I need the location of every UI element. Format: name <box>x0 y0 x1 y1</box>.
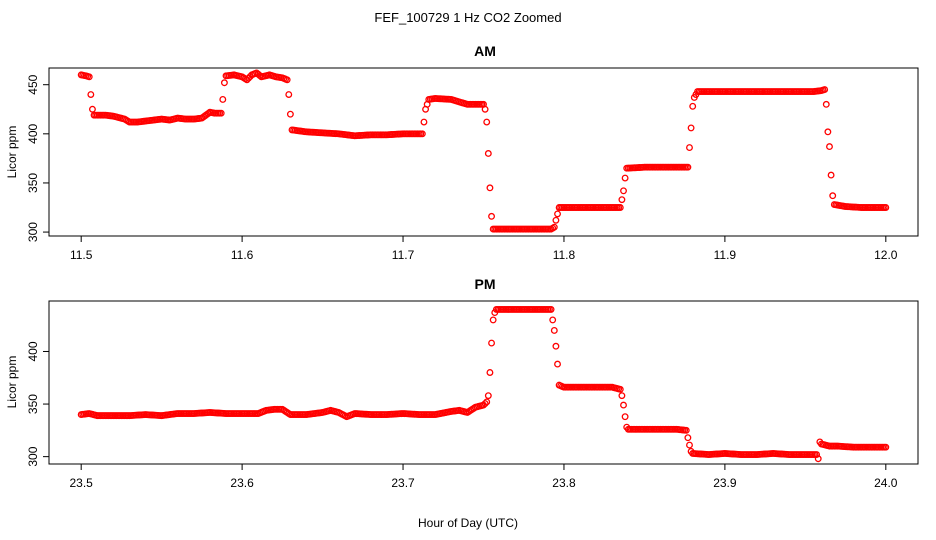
am-data-point <box>256 72 264 79</box>
am-data-point <box>620 187 627 195</box>
am-data-point <box>827 171 835 179</box>
am-data-point <box>822 100 830 108</box>
am-data-point <box>821 86 829 94</box>
pm-y-tick-label: 350 <box>26 394 40 414</box>
am-data-point <box>621 174 629 182</box>
am-axis-ticks: 11.5 11.6 11.7 11.8 11.9 12.0 300 350 400 450 <box>26 74 898 262</box>
am-data-point <box>286 110 294 118</box>
am-y-tick-label: 350 <box>26 173 40 193</box>
am-data-point <box>220 79 228 87</box>
pm-data-point <box>552 342 560 350</box>
am-y-tick-label: 300 <box>26 222 40 242</box>
am-data-point <box>488 212 495 220</box>
am-y-tick-label: 400 <box>26 123 40 143</box>
am-data-point <box>219 95 227 103</box>
am-data-point <box>684 163 692 171</box>
am-plot-frame <box>48 67 919 237</box>
am-x-tick-label: 11.7 <box>392 248 415 262</box>
pm-data-point <box>621 413 629 421</box>
am-data-point <box>88 105 96 113</box>
pm-x-tick-label: 23.9 <box>713 476 737 490</box>
pm-panel-title: PM <box>475 276 496 292</box>
am-x-tick-label: 11.6 <box>231 248 254 262</box>
pm-y-tick-label: 400 <box>26 341 40 361</box>
am-x-tick-label: 12.0 <box>874 248 898 262</box>
pm-data-point <box>550 327 558 334</box>
am-data-point <box>486 184 494 192</box>
pm-ylabel: Licor ppm <box>5 356 19 409</box>
pm-axis-ticks: 23.5 23.6 23.7 23.8 23.9 24.0 300 350 400 <box>26 341 898 490</box>
am-data-point <box>550 223 558 231</box>
am-data-point <box>418 130 426 138</box>
pm-data-point <box>882 443 890 451</box>
pm-data-point <box>618 392 626 400</box>
pm-data-point <box>483 398 491 406</box>
am-data-point <box>285 91 293 98</box>
am-x-tick-label: 11.8 <box>553 248 576 262</box>
pm-y-tick-label: 300 <box>26 446 40 466</box>
pm-data-point <box>686 441 693 449</box>
am-data-point <box>687 124 695 132</box>
am-data-point <box>483 118 491 126</box>
am-data-point <box>217 109 225 117</box>
pm-x-tick-label: 23.8 <box>552 476 576 490</box>
am-panel-title: AM <box>474 43 496 59</box>
am-data-point <box>686 144 693 152</box>
am-data-point <box>85 73 93 81</box>
am-data-point <box>420 118 428 126</box>
am-data-points <box>77 69 890 233</box>
pm-x-tick-label: 23.6 <box>230 476 254 490</box>
am-data-point <box>616 204 624 211</box>
pm-x-tick-label: 23.5 <box>70 476 94 490</box>
pm-data-point <box>684 434 692 442</box>
am-data-point <box>618 196 626 204</box>
pm-panel: PM Licor ppm 23.5 23.6 23.7 23.8 23.9 24.0 300… <box>5 276 919 490</box>
pm-plot-frame <box>48 300 919 465</box>
am-y-tick-label: 450 <box>26 74 40 94</box>
x-axis-label: Hour of Day (UTC) <box>418 516 518 530</box>
am-x-tick-label: 11.5 <box>70 248 93 262</box>
pm-data-point <box>481 400 489 407</box>
am-ylabel: Licor ppm <box>5 126 19 179</box>
pm-data-point <box>549 316 557 324</box>
pm-data-points <box>77 305 890 463</box>
am-data-point <box>829 192 837 200</box>
pm-data-point <box>489 316 497 324</box>
am-panel: AM Licor ppm 11.5 11.6 11.7 11.8 11.9 12.0 300… <box>5 43 919 262</box>
pm-x-tick-label: 24.0 <box>874 476 898 490</box>
pm-data-point <box>554 360 561 368</box>
am-data-point <box>554 210 561 218</box>
pm-data-point <box>547 305 555 313</box>
am-data-point <box>484 150 492 157</box>
am-data-point <box>283 76 291 84</box>
pm-data-point <box>484 392 492 400</box>
pm-data-point <box>814 455 822 463</box>
am-data-point <box>481 105 489 113</box>
am-data-point <box>552 216 560 224</box>
pm-data-point <box>616 385 624 393</box>
pm-x-tick-label: 23.7 <box>391 476 415 490</box>
pm-data-point <box>682 426 690 434</box>
am-data-point <box>824 128 832 136</box>
pm-data-point <box>488 339 495 347</box>
pm-data-point <box>620 401 627 409</box>
figure-title: FEF_100729 1 Hz CO2 Zoomed <box>374 10 561 25</box>
am-data-point <box>882 204 890 211</box>
am-data-point <box>689 102 697 110</box>
am-x-tick-label: 11.9 <box>714 248 737 262</box>
pm-data-point <box>813 451 821 458</box>
am-data-point <box>87 91 95 98</box>
am-data-point <box>826 143 833 151</box>
pm-data-point <box>486 369 494 376</box>
